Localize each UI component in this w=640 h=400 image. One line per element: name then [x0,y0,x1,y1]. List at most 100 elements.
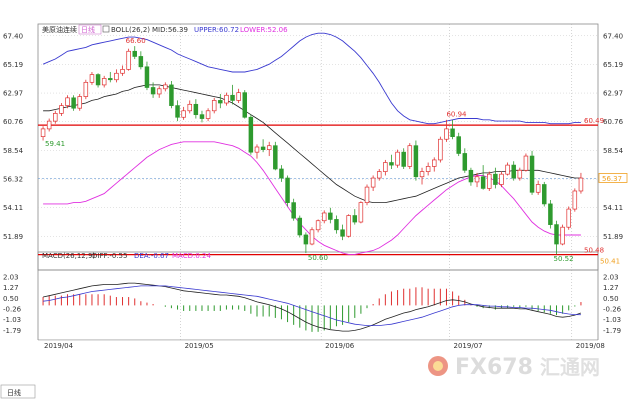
candle-body [230,94,235,101]
candle-body [487,173,492,189]
x-tick-label: 2019/06 [325,342,355,350]
candle-body [413,145,419,178]
candle-body [321,212,327,222]
candle-body [254,146,260,153]
candle-body [291,202,296,219]
candle-body [578,177,584,192]
candle-body [505,164,510,175]
macd-diff-line [43,282,582,332]
macd-value: MACD:0.24 [172,252,211,260]
support-axis-label: 50.41 [600,258,620,266]
candle-body [120,69,125,74]
indicator-settings-icon[interactable] [102,25,110,33]
macd-tick-right: -1.03 [603,316,621,324]
candle-body [108,78,113,81]
x-tick-label: 2019/05 [185,342,214,350]
macd-tick-left: 2.03 [3,274,19,282]
candle-body [444,128,449,140]
candle-body [59,105,64,114]
candle-body [499,173,504,185]
candle-body [517,169,523,179]
candle-body [480,176,486,189]
macd-label: MACD(26,12,9) [42,252,95,260]
candle-body [266,145,272,150]
candle-body [77,96,82,109]
candle-body [150,87,156,95]
y-tick-left: 51.89 [3,233,23,241]
svg-text:FX678: FX678 [455,355,533,380]
boll-lower: LOWER:52.06 [240,26,288,34]
period-label: 日线 [81,25,95,34]
candle-body [328,212,333,220]
candle-body [438,138,443,161]
candle-body [303,234,309,245]
candle-body [376,171,382,179]
candle-body [114,72,119,81]
y-tick-right: 60.76 [603,118,624,126]
boll-upper: UPPER:60.72 [194,26,239,34]
candle-body [529,155,535,193]
macd-tick-left: -1.79 [3,327,21,335]
candle-body [224,94,229,104]
candle-body [432,159,437,167]
candle-body [169,84,174,106]
candle-body [242,92,248,118]
candle-body [389,162,394,166]
candle-body [273,145,278,170]
candle-body [456,136,461,154]
y-tick-left: 54.11 [3,204,23,212]
candle-body [542,184,547,205]
price-annotation: 59.41 [45,140,65,148]
period-button[interactable] [0,384,36,399]
boll-upper-line [42,32,581,125]
x-tick-label: 2019/07 [454,342,483,350]
candle-body [279,168,284,179]
price-annotation: 50.52 [553,255,573,263]
candlestick-series [40,46,584,255]
candle-body [101,78,107,86]
y-tick-left: 62.97 [3,90,23,98]
svg-text:汇通网: 汇通网 [540,355,600,379]
candle-body [193,103,199,116]
macd-tick-right: -0.26 [603,306,622,314]
candle-body [260,146,266,150]
x-tick-label: 2019/08 [576,342,605,350]
candle-body [95,74,101,86]
x-tick-label: 2019/04 [44,342,74,350]
candle-body [211,100,217,112]
candle-body [218,100,223,104]
candle-body [554,224,559,245]
candle-body [71,97,76,109]
candle-body [474,176,480,183]
candle-body [346,215,351,237]
boll-label: BOLL(26,2) [111,26,150,34]
candle-body [236,92,241,101]
candle-body [560,226,565,245]
macd-tick-right: -1.79 [603,327,621,335]
candle-body [401,151,406,167]
candle-body [370,177,376,188]
candle-body [138,56,144,68]
candle-body [383,162,388,172]
y-tick-right: 58.54 [603,147,624,155]
candle-body [248,116,254,153]
candle-body [187,103,192,112]
macd-tick-right: 0.50 [603,295,619,303]
candle-body [89,74,95,83]
candle-body [358,202,364,223]
candle-body [572,190,578,210]
macd-tick-right: 1.27 [603,284,619,292]
candle-body [205,110,211,119]
price-panel [37,23,599,271]
macd-tick-left: 1.27 [3,284,19,292]
candle-body [511,164,516,179]
candle-body [83,81,89,97]
candle-body [65,97,70,106]
price-annotation: 66.60 [126,37,146,45]
candle-body [175,105,180,118]
support-label: 50.48 [584,247,604,255]
candle-body [309,229,315,245]
price-annotation: 60.94 [446,110,467,118]
y-tick-right: 51.89 [603,233,623,241]
